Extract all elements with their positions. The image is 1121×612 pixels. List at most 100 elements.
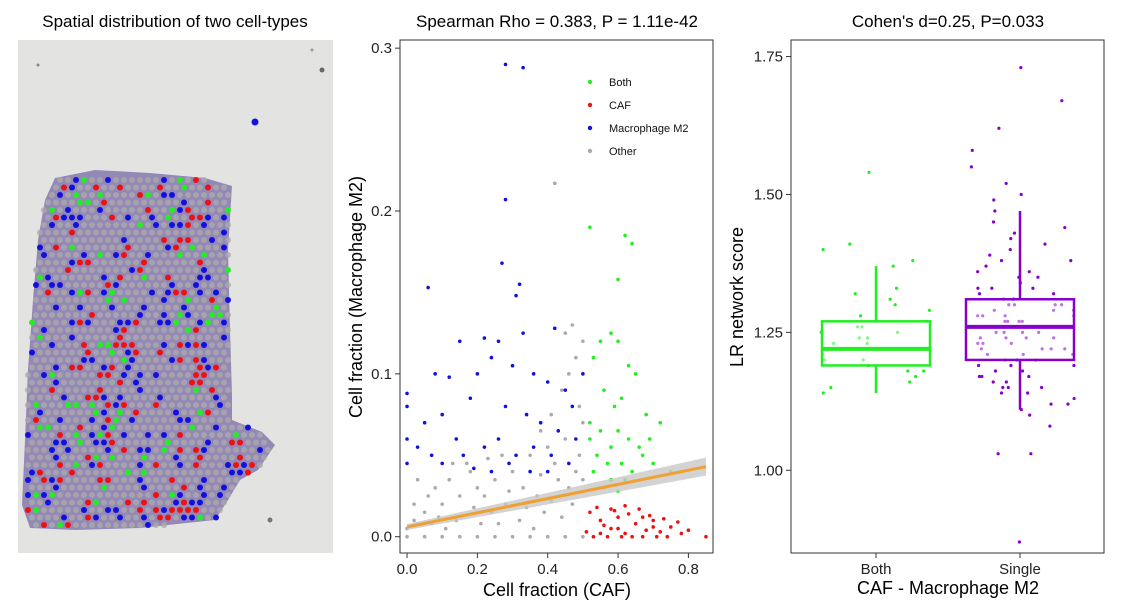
point-single [993, 369, 998, 373]
spot-caf [121, 402, 127, 408]
spot-other [161, 267, 167, 273]
point-both [829, 385, 833, 390]
spot-other [117, 199, 123, 206]
boxplot-x-axis-title: CAF - Macrophage M2 [857, 578, 1039, 598]
spot-caf [97, 372, 103, 378]
spot-other [117, 499, 123, 506]
spot-other [113, 477, 119, 483]
point-both [612, 404, 617, 409]
spot-macrophage [121, 237, 127, 243]
spot-both [137, 222, 143, 228]
point-macrophage-m2 [581, 372, 585, 376]
spot-macrophage [181, 199, 187, 206]
spot-other [49, 252, 55, 258]
spot-other [141, 394, 147, 401]
spot-other [189, 184, 195, 191]
point-single [978, 336, 982, 340]
spot-both [177, 312, 183, 318]
spot-other [49, 402, 55, 408]
spot-other [201, 297, 207, 303]
spot-other [121, 312, 127, 318]
spot-other [169, 447, 175, 453]
point-both [913, 374, 918, 379]
y-tick-label: 1.50 [754, 186, 783, 203]
spot-other [161, 222, 167, 228]
spot-other [169, 462, 175, 468]
tissue-outline [22, 170, 275, 530]
spot-other [185, 447, 191, 453]
spot-other [145, 327, 151, 333]
spot-macrophage [29, 469, 35, 476]
point-both [822, 358, 826, 362]
spot-other [37, 484, 43, 491]
point-macrophage-m2 [531, 372, 536, 376]
spot-macrophage [197, 274, 203, 281]
point-both [891, 264, 895, 268]
spot-both [169, 492, 175, 498]
point-single [1048, 424, 1052, 428]
point-both [911, 259, 915, 263]
spot-other [213, 259, 219, 266]
spot-macrophage [257, 447, 263, 453]
spot-other [217, 192, 223, 198]
spot-macrophage [53, 439, 59, 446]
point-single [1049, 402, 1053, 406]
spot-caf [185, 222, 191, 228]
spot-other [153, 192, 159, 198]
spot-other [121, 492, 127, 498]
spot-other [69, 349, 75, 356]
point-single [1028, 413, 1032, 417]
spot-other [189, 334, 195, 341]
spot-caf [77, 259, 83, 266]
spot-both [65, 402, 71, 408]
spot-both [125, 469, 131, 476]
spot-other [37, 349, 43, 356]
point-other [574, 469, 578, 474]
spot-other [201, 192, 207, 198]
spot-other [69, 409, 75, 416]
spot-macrophage [25, 477, 31, 483]
spot-other [81, 312, 87, 318]
spot-other [117, 289, 123, 296]
spot-macrophage [169, 222, 175, 228]
spot-macrophage [225, 297, 231, 303]
point-macrophage-m2 [517, 282, 522, 287]
spot-macrophage [101, 439, 107, 446]
point-caf [584, 530, 589, 534]
y-tick-label: 0.1 [371, 366, 392, 383]
spot-caf [85, 289, 91, 296]
image-speck [36, 63, 40, 67]
box-iqr [964, 298, 1076, 362]
point-single [1001, 385, 1005, 390]
point-caf [623, 531, 627, 536]
spot-macrophage [221, 244, 227, 251]
spot-other [141, 319, 147, 326]
spot-other [197, 469, 203, 476]
spot-caf [161, 237, 167, 243]
spot-other [29, 379, 35, 386]
spot-both [209, 312, 215, 318]
point-both [893, 303, 897, 307]
spot-both [97, 192, 103, 198]
point-single [1051, 292, 1056, 296]
spot-other [137, 402, 143, 408]
spot-other [109, 229, 115, 236]
point-other [545, 445, 550, 449]
spot-other [109, 499, 115, 506]
spot-other [61, 499, 67, 506]
spot-other [53, 394, 59, 401]
point-macrophage-m2 [468, 396, 473, 401]
spot-other [49, 432, 55, 438]
point-macrophage-m2 [429, 453, 434, 458]
spot-other [213, 439, 219, 446]
point-other [531, 526, 536, 531]
spot-other [33, 372, 39, 378]
point-single [1072, 396, 1076, 401]
spot-other [137, 237, 143, 243]
spot-other [161, 492, 167, 498]
spot-other [165, 334, 171, 341]
spot-other [29, 334, 35, 341]
spot-macrophage [185, 342, 191, 348]
point-macrophage-m2 [500, 261, 504, 265]
spot-other [57, 387, 63, 393]
